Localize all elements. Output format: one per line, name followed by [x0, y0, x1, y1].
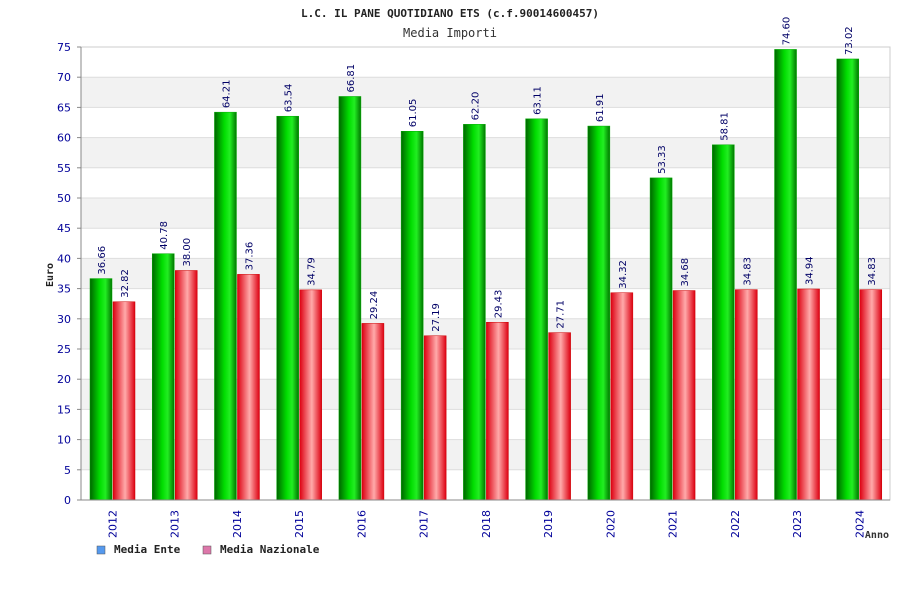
y-tick-label: 50: [57, 192, 71, 205]
data-label: 40.78: [159, 221, 170, 250]
y-tick-label: 15: [57, 403, 71, 416]
data-label: 29.24: [369, 291, 380, 320]
data-label: 34.79: [307, 257, 318, 286]
y-tick-label: 25: [57, 343, 71, 356]
bar-media-nazionale: [423, 335, 447, 501]
y-tick-label: 35: [57, 283, 71, 296]
y-tick-label: 55: [57, 162, 71, 175]
bar-media-ente: [214, 111, 237, 501]
bar-media-nazionale: [735, 289, 758, 501]
bar-media-ente: [525, 118, 548, 501]
bar-media-nazionale: [112, 301, 136, 501]
y-tick-label: 65: [57, 101, 71, 114]
legend: Media Ente Media Nazionale: [96, 543, 320, 556]
x-tick-label: 2023: [791, 510, 804, 538]
data-label: 53.33: [657, 145, 668, 174]
data-label: 61.91: [595, 93, 606, 122]
y-tick-label: 30: [57, 313, 71, 326]
y-tick-label: 20: [57, 373, 71, 386]
bar-media-ente: [338, 96, 362, 501]
y-tick-label: 70: [57, 71, 71, 84]
x-tick-label: 2016: [355, 510, 368, 538]
y-axis-label: Euro: [45, 263, 56, 287]
x-tick-label: 2013: [169, 510, 182, 538]
y-tick-label: 10: [57, 434, 71, 447]
data-label: 34.83: [742, 257, 753, 286]
y-tick-label: 0: [64, 494, 71, 507]
data-label: 61.05: [408, 99, 419, 128]
data-label: 36.66: [97, 246, 108, 275]
bar-media-ente: [151, 253, 175, 501]
x-tick-label: 2022: [729, 510, 742, 538]
x-tick-label: 2024: [853, 510, 866, 538]
bar-media-ente: [587, 125, 611, 501]
data-label: 73.02: [844, 26, 855, 55]
data-label: 29.43: [493, 290, 504, 319]
data-label: 74.60: [782, 17, 793, 46]
data-label: 64.21: [221, 80, 232, 109]
data-label: 66.81: [346, 64, 357, 93]
chart-subtitle: Media Importi: [403, 26, 497, 40]
bar-media-ente: [836, 58, 860, 501]
data-label: 27.19: [431, 303, 442, 332]
data-label: 34.94: [805, 256, 816, 285]
data-label: 34.83: [867, 257, 878, 286]
x-tick-label: 2015: [293, 510, 306, 538]
bar-media-nazionale: [548, 332, 571, 501]
bar-media-nazionale: [237, 274, 260, 501]
data-label: 62.20: [470, 92, 481, 121]
bar-media-nazionale: [299, 289, 322, 501]
x-tick-label: 2014: [231, 510, 244, 538]
y-tick-label: 40: [57, 252, 71, 265]
y-tick-label: 5: [64, 464, 71, 477]
x-tick-label: 2018: [480, 510, 493, 538]
bar-media-ente: [463, 124, 486, 501]
bar-media-nazionale: [174, 270, 198, 501]
y-tick-label: 45: [57, 222, 71, 235]
data-label: 34.32: [618, 260, 629, 289]
bar-media-nazionale: [610, 292, 634, 501]
chart-title: L.C. IL PANE QUOTIDIANO ETS (c.f.9001460…: [301, 7, 599, 20]
bar-media-ente: [400, 131, 424, 501]
bar-media-nazionale: [797, 288, 820, 501]
data-label: 27.71: [556, 300, 567, 329]
bar-media-nazionale: [486, 321, 509, 501]
x-tick-label: 2019: [542, 510, 555, 538]
data-label: 38.00: [182, 238, 193, 267]
y-axis: 0 5 10 15 20 25 30 35 40 45 50 55 60 65 70 75: [57, 41, 82, 507]
bar-media-ente: [276, 115, 299, 501]
bars: 36.66 32.82 40.78 38.00 64.21 37.36 63.54 34.79…: [89, 17, 883, 501]
bar-media-ente: [774, 49, 797, 501]
legend-swatch-media-nazionale: [202, 545, 212, 555]
x-tick-label: 2020: [604, 510, 617, 538]
data-label: 58.81: [719, 112, 730, 141]
legend-swatch-media-ente: [96, 545, 106, 555]
bar-media-ente: [712, 144, 735, 501]
grid-band: [81, 77, 890, 108]
data-label: 63.11: [533, 86, 544, 115]
x-axis-label: Anno: [865, 530, 889, 541]
x-tick-label: 2021: [667, 510, 680, 538]
bar-media-nazionale: [672, 290, 696, 501]
data-label: 37.36: [244, 242, 255, 271]
bar-media-ente: [89, 278, 113, 501]
x-tick-label: 2017: [418, 510, 431, 538]
legend-label-media-ente: Media Ente: [114, 543, 181, 556]
data-label: 32.82: [120, 269, 131, 298]
y-tick-label: 75: [57, 41, 71, 54]
x-tick-label: 2012: [107, 510, 120, 538]
x-axis: 2012 2013 2014 2015 2016 2017 2018 2019 2020 2021…: [81, 499, 890, 538]
data-label: 63.54: [284, 84, 295, 113]
bar-media-nazionale: [859, 289, 883, 501]
data-label: 34.68: [680, 258, 691, 287]
bar-media-ente: [649, 177, 673, 501]
legend-label-media-nazionale: Media Nazionale: [220, 543, 320, 556]
y-tick-label: 60: [57, 132, 71, 145]
bar-media-nazionale: [361, 323, 385, 501]
